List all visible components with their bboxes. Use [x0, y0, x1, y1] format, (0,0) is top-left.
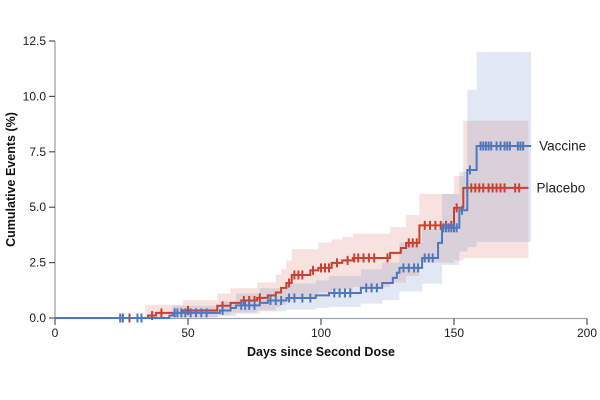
confidence-bands: [145, 52, 532, 318]
y-tick-label: 5.0: [29, 200, 46, 214]
x-tick-label: 0: [52, 326, 59, 340]
placebo-confidence-band: [145, 120, 529, 318]
y-tick-label: 2.5: [29, 256, 46, 270]
x-tick-label: 150: [444, 326, 464, 340]
x-axis-title: Days since Second Dose: [247, 345, 395, 359]
vaccine-curve: [55, 141, 532, 323]
y-tick-label: 12.5: [23, 34, 47, 48]
placebo-step-line: [55, 186, 529, 319]
placebo-series-label: Placebo: [536, 180, 585, 195]
vaccine-confidence-band: [172, 52, 532, 318]
y-tick-label: 7.5: [29, 145, 46, 159]
y-tick-label: 0.0: [29, 311, 46, 325]
y-tick-label: 10.0: [23, 89, 47, 103]
x-tick-label: 50: [181, 326, 195, 340]
vaccine-censor-ticks: [119, 141, 525, 323]
series-end-labels: Placebo Vaccine: [536, 139, 586, 196]
vaccine-series-label: Vaccine: [539, 139, 586, 154]
survival-curves: [55, 141, 532, 323]
x-tick-label: 100: [311, 326, 331, 340]
y-axis-title: Cumulative Events (%): [4, 112, 18, 247]
vaccine-step-line: [55, 145, 532, 319]
x-tick-label: 200: [577, 326, 597, 340]
